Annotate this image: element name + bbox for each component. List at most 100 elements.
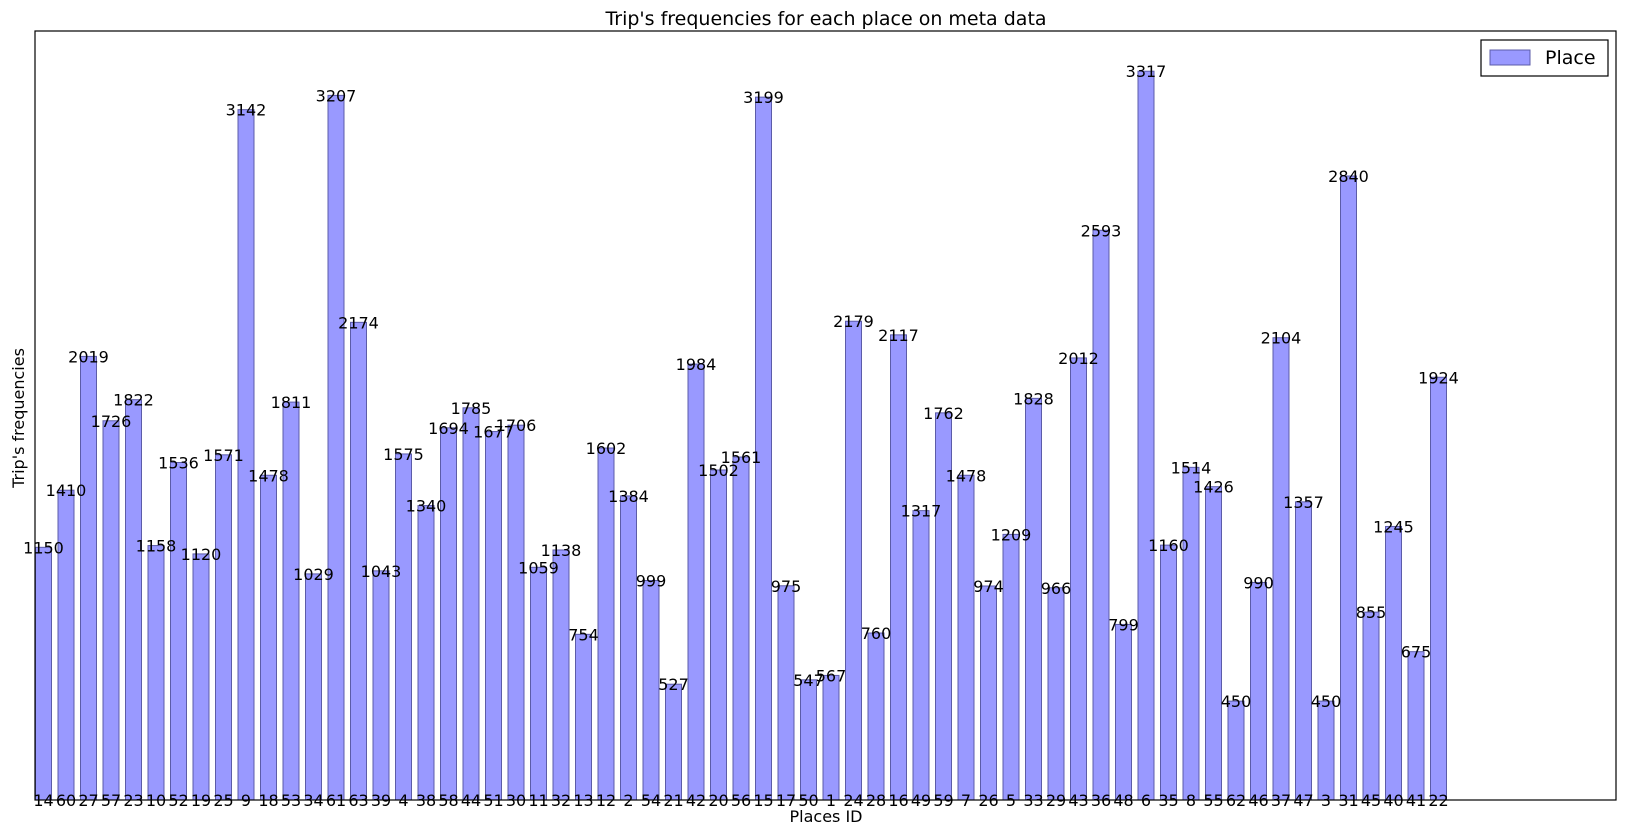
bar-8 (1182, 466, 1200, 801)
value-label-41: 675 (1401, 643, 1432, 662)
bar-53 (282, 401, 300, 801)
value-label-56: 1561 (721, 448, 762, 467)
bar-44 (462, 407, 480, 801)
value-label-45: 855 (1356, 603, 1387, 622)
value-label-13: 754 (568, 625, 599, 644)
value-label-38: 1340 (406, 497, 447, 516)
bar-57 (102, 420, 120, 801)
value-label-32: 1138 (541, 541, 582, 560)
value-label-5: 1209 (991, 525, 1032, 544)
bar-34 (305, 573, 322, 801)
bar-36 (1092, 229, 1110, 801)
bar-13 (575, 633, 592, 801)
value-label-36: 2593 (1081, 221, 1122, 240)
value-label-18: 1478 (248, 466, 289, 485)
bar-48 (1115, 623, 1132, 801)
bar-38 (417, 505, 435, 801)
value-label-52: 1536 (158, 454, 199, 473)
bar-42 (687, 363, 705, 801)
bar-20 (710, 469, 727, 801)
bar-3 (1317, 700, 1335, 801)
bar-60 (57, 489, 75, 801)
bar-28 (867, 632, 885, 801)
value-label-20: 1502 (698, 461, 739, 480)
bar-22 (1430, 376, 1447, 801)
legend-swatch (1489, 49, 1531, 66)
legend-label: Place (1545, 47, 1596, 69)
value-label-34: 1029 (293, 565, 334, 584)
value-label-24: 2179 (833, 312, 874, 331)
value-label-7: 1478 (946, 466, 987, 485)
value-label-22: 1924 (1418, 368, 1459, 387)
bar-31 (1340, 175, 1357, 801)
value-label-33: 1828 (1013, 389, 1054, 408)
bar-6 (1137, 70, 1155, 801)
bar-45 (1362, 611, 1380, 801)
value-label-16: 2117 (878, 326, 919, 345)
bar-37 (1272, 337, 1290, 801)
bar-23 (125, 399, 142, 801)
bar-19 (192, 553, 210, 801)
bar-26 (980, 585, 997, 801)
plot-frame (34, 30, 1617, 801)
bar-35 (1160, 544, 1177, 801)
bar-30 (507, 424, 525, 801)
value-label-37: 2104 (1261, 329, 1302, 348)
bar-50 (800, 679, 817, 801)
bar-56 (732, 456, 750, 801)
bar-2 (620, 495, 637, 801)
bar-21 (665, 683, 682, 801)
value-label-12: 1602 (586, 439, 627, 458)
bar-61 (327, 94, 345, 801)
bar-39 (372, 570, 390, 801)
value-label-14: 1150 (23, 538, 64, 557)
bar-46 (1250, 581, 1267, 801)
x-axis-label: Places ID (790, 807, 863, 826)
value-label-57: 1726 (91, 412, 132, 431)
value-label-3: 450 (1311, 692, 1342, 711)
bar-55 (1205, 486, 1222, 801)
value-label-11: 1059 (518, 558, 559, 577)
bar-51 (485, 431, 502, 801)
bar-1 (822, 674, 840, 801)
bar-17 (777, 585, 795, 801)
bar-41 (1407, 651, 1425, 801)
value-label-55: 1426 (1193, 478, 1234, 497)
value-label-51: 1677 (473, 423, 514, 442)
value-label-35: 1160 (1148, 536, 1189, 555)
value-label-19: 1120 (181, 545, 222, 564)
value-label-10: 1158 (136, 537, 177, 556)
value-label-6: 3317 (1126, 62, 1167, 81)
value-label-48: 799 (1108, 615, 1139, 634)
value-label-9: 3142 (226, 101, 267, 120)
value-label-21: 527 (658, 675, 689, 694)
value-label-54: 999 (636, 572, 667, 591)
value-label-39: 1043 (361, 562, 402, 581)
value-label-58: 1694 (428, 419, 469, 438)
bar-33 (1025, 397, 1042, 801)
value-label-27: 2019 (68, 347, 109, 366)
legend: Place (1480, 39, 1609, 77)
value-label-42: 1984 (676, 355, 717, 374)
value-labels-group: 1150 1410 2019 1726 1822 1158 1536 1120 1571 3142… (23, 62, 1459, 711)
bar-49 (912, 510, 930, 801)
value-label-30: 1706 (496, 416, 537, 435)
bar-32 (552, 549, 570, 801)
value-label-63: 2174 (338, 313, 379, 332)
value-label-44: 1785 (451, 399, 492, 418)
bar-29 (1047, 587, 1065, 801)
value-label-1: 567 (816, 666, 847, 685)
bar-11 (530, 566, 547, 801)
bar-5 (1002, 533, 1020, 801)
value-label-50: 547 (793, 671, 824, 690)
value-label-46: 990 (1243, 573, 1274, 592)
bar-7 (957, 474, 975, 801)
bar-25 (215, 454, 232, 801)
value-label-61: 3207 (316, 86, 357, 105)
bar-54 (642, 580, 660, 801)
bar-24 (845, 320, 862, 801)
bar-47 (1295, 501, 1312, 801)
value-label-60: 1410 (46, 481, 87, 500)
value-label-31: 2840 (1328, 167, 1369, 186)
